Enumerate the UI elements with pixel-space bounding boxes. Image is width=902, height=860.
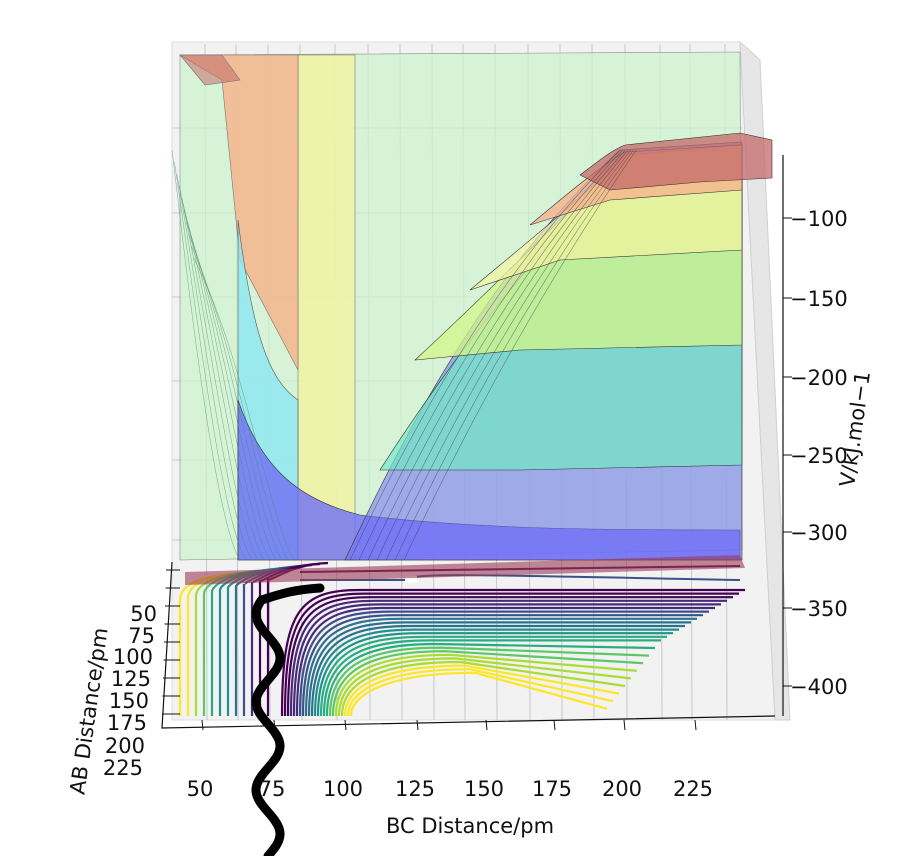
x-tick-label: 125: [395, 777, 435, 801]
surface-band-red: [179, 54, 241, 86]
x-tick-label: 200: [602, 777, 642, 801]
y-tick-label: 75: [128, 624, 155, 648]
wall-line: [193, 257, 295, 561]
wall-line: [181, 197, 265, 561]
contour-line: [310, 624, 685, 717]
contour-line: [316, 632, 673, 717]
z-tick-label: −400: [790, 675, 848, 699]
ridge-line: [394, 149, 634, 561]
x-tick-mark: [485, 719, 488, 731]
ridge-band-red: [579, 132, 773, 191]
x-tick-label: 75: [259, 777, 286, 801]
wall-line: [174, 161, 247, 561]
ridge-line: [385, 149, 632, 561]
contour-line: [337, 657, 632, 717]
x-tick-mark: [344, 719, 347, 731]
contour-line: [307, 621, 691, 717]
y-tick-label: 125: [111, 667, 151, 691]
z-tick-labels: −100 −150 −200 −250 −300 −350 −400: [783, 207, 848, 699]
y-tick-label: 225: [103, 756, 143, 780]
wall-line: [171, 149, 241, 561]
contour-line: [292, 603, 721, 717]
x-tick-mark: [416, 719, 419, 731]
contour-line: [334, 653, 638, 717]
ridge-line: [376, 149, 629, 561]
contour-line: [343, 664, 620, 717]
side-pane: [739, 40, 791, 721]
x-tick-mark: [273, 719, 276, 731]
z-tick-label: −250: [790, 444, 848, 468]
z-tick-label: −200: [790, 366, 848, 390]
contour-line: [280, 588, 745, 717]
ridge-line: [403, 149, 637, 561]
contour-line: [328, 646, 650, 717]
x-tick-labels: 50 75 100 125 150 175 200 225: [187, 719, 713, 801]
ridge-line: [349, 149, 621, 561]
contour-line: [322, 639, 661, 717]
surface-edge: [185, 555, 745, 585]
z-tick-label: −300: [790, 521, 848, 545]
contour-line: [313, 628, 679, 717]
x-tick-mark: [623, 719, 626, 731]
y-tick-label: 200: [105, 734, 145, 758]
x-axis-label: BC Distance/pm: [386, 814, 554, 838]
x-tick-mark: [553, 719, 556, 731]
wall-line: [176, 173, 253, 561]
y-tick-label: 150: [109, 689, 149, 713]
contour-line: [295, 606, 715, 717]
contour-line: [325, 642, 656, 717]
surface-band-yellow: [297, 54, 356, 561]
y-tick-label: 175: [107, 711, 147, 735]
saddle-gap: [405, 576, 417, 583]
contour-line: [331, 650, 644, 717]
axes: [161, 155, 784, 729]
contour-line: [283, 592, 739, 717]
floor-contours: [178, 555, 745, 717]
contour-line: [298, 610, 709, 717]
trajectory-path: [251, 583, 325, 860]
z-tick-label: −150: [790, 287, 848, 311]
z-tick-label: −350: [790, 597, 848, 621]
x-tick-mark: [201, 719, 204, 731]
contour-line: [289, 599, 727, 717]
contour-line: [340, 660, 626, 717]
floor-axis-line: [161, 561, 776, 729]
wall-line: [178, 185, 259, 561]
contour-line: [304, 617, 697, 717]
x-tick-label: 150: [464, 777, 504, 801]
potential-energy-surface: [171, 51, 773, 561]
y-tick-label: 50: [130, 602, 157, 626]
y-tick-label: 100: [113, 645, 153, 669]
contour-line: [319, 635, 667, 717]
x-tick-mark: [694, 719, 697, 731]
contour-line: [349, 671, 608, 717]
trajectory-line: [251, 583, 325, 860]
x-tick-label: 50: [187, 777, 214, 801]
x-tick-label: 225: [673, 777, 713, 801]
contour-line: [346, 668, 614, 717]
ridge-line: [367, 149, 626, 561]
ridge-line: [358, 149, 623, 561]
contour-line: [286, 596, 733, 717]
contour-line: [301, 614, 703, 717]
x-tick-label: 175: [532, 777, 572, 801]
x-tick-label: 100: [323, 777, 363, 801]
z-tick-label: −100: [790, 207, 848, 231]
